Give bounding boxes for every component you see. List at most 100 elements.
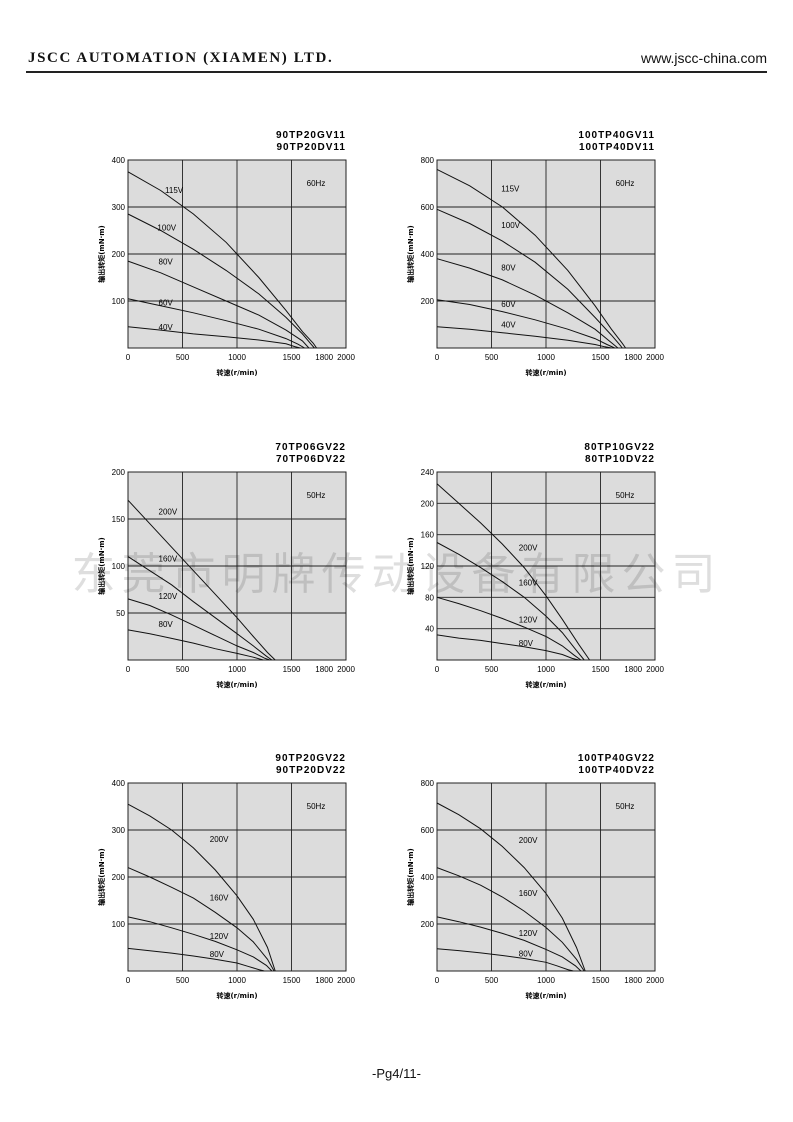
series-line-3: [127, 629, 264, 661]
y-tick-label: 50: [116, 609, 125, 618]
series-label-1: 100V: [501, 221, 520, 230]
model-title-0: 90TP20GV11: [276, 130, 346, 141]
x-tick-label: 2000: [646, 976, 664, 985]
series-label-1: 160V: [519, 579, 538, 588]
series-line-3: [436, 948, 574, 972]
y-axis-label: 输出转矩(mN·m): [97, 225, 106, 283]
x-tick-label: 1800: [315, 665, 333, 674]
x-tick-label: 0: [435, 976, 440, 985]
x-tick-label: 1000: [228, 976, 246, 985]
series-line-1: [127, 213, 315, 349]
x-tick-label: 0: [126, 353, 131, 362]
series-line-1: [127, 556, 273, 661]
frequency-annotation: 50Hz: [616, 491, 635, 500]
website-url[interactable]: www.jscc-china.com: [640, 50, 767, 66]
company-name: JSCC AUTOMATION (XIAMEN) LTD.: [28, 50, 334, 66]
series-line-0: [436, 168, 627, 349]
header-divider: [26, 71, 767, 73]
model-title-1: 70TP06DV22: [276, 454, 346, 465]
series-line-4: [127, 326, 301, 349]
x-tick-label: 1000: [537, 976, 555, 985]
series-line-0: [436, 802, 586, 972]
series-label-4: 40V: [159, 323, 174, 332]
model-title-1: 90TP20DV11: [277, 142, 347, 153]
x-axis-label: 转速(r/min): [216, 680, 257, 689]
series-label-3: 80V: [519, 949, 534, 958]
x-tick-label: 0: [126, 665, 131, 674]
chart-80tp10-22: 0 500 1000 1500 1800 2000 40 80 120 160 200 240 200V…: [369, 430, 679, 690]
x-tick-label: 2000: [646, 665, 664, 674]
x-tick-label: 1500: [592, 353, 610, 362]
y-tick-label: 100: [112, 297, 126, 306]
series-line-4: [436, 326, 612, 349]
x-axis-label: 转速(r/min): [525, 368, 566, 377]
series-label-3: 60V: [159, 299, 174, 308]
series-line-2: [127, 260, 310, 349]
frequency-annotation: 60Hz: [616, 179, 635, 188]
watermark: 东莞市明牌传动设备有限公司: [71, 549, 722, 600]
model-title-1: 90TP20DV22: [276, 765, 346, 776]
x-tick-label: 1800: [315, 353, 333, 362]
series-line-3: [127, 947, 265, 972]
y-tick-label: 300: [112, 203, 126, 212]
x-tick-label: 1800: [624, 665, 642, 674]
x-tick-label: 1500: [283, 665, 301, 674]
series-label-1: 100V: [157, 224, 176, 233]
series-label-0: 115V: [501, 185, 520, 194]
series-label-0: 115V: [165, 186, 184, 195]
frequency-annotation: 50Hz: [307, 491, 326, 500]
y-tick-label: 300: [112, 826, 126, 835]
series-line-0: [127, 171, 318, 349]
series-line-2: [127, 916, 273, 972]
series-label-2: 80V: [159, 257, 174, 266]
x-tick-label: 1800: [624, 976, 642, 985]
y-tick-label: 600: [421, 826, 435, 835]
x-tick-label: 2000: [646, 353, 664, 362]
series-label-2: 80V: [501, 263, 516, 272]
x-tick-label: 0: [126, 976, 131, 985]
chart-100tp40-11: 0 500 1000 1500 1800 2000 200 400 600 800 115V 100V…: [369, 118, 679, 378]
y-tick-label: 800: [421, 156, 435, 165]
x-tick-label: 0: [435, 665, 440, 674]
y-axis-label: 输出转矩(mN·m): [406, 225, 415, 283]
y-tick-label: 200: [112, 250, 126, 259]
y-tick-label: 200: [112, 468, 126, 477]
x-tick-label: 1800: [624, 353, 642, 362]
chart-100tp40-22: 0 500 1000 1500 1800 2000 200 400 600 800 200V 160V…: [369, 741, 679, 1001]
series-label-1: 160V: [210, 894, 229, 903]
y-tick-label: 80: [425, 593, 434, 602]
y-tick-label: 200: [112, 873, 126, 882]
model-title-0: 100TP40GV22: [578, 753, 655, 764]
model-title-1: 80TP10DV22: [585, 454, 655, 465]
x-tick-label: 500: [176, 353, 190, 362]
model-title-0: 80TP10GV22: [584, 442, 655, 453]
frequency-annotation: 50Hz: [616, 802, 635, 811]
x-tick-label: 1500: [283, 976, 301, 985]
series-label-2: 120V: [159, 592, 178, 601]
series-label-0: 200V: [519, 836, 538, 845]
page-number: -Pg4/11-: [372, 1066, 421, 1081]
y-tick-label: 100: [112, 920, 126, 929]
series-line-1: [436, 208, 623, 349]
series-label-4: 40V: [501, 320, 516, 329]
x-axis-label: 转速(r/min): [216, 368, 257, 377]
x-tick-label: 1000: [228, 353, 246, 362]
x-tick-label: 1500: [592, 976, 610, 985]
series-label-3: 60V: [501, 300, 516, 309]
y-axis-label: 输出转矩(mN·m): [406, 537, 415, 595]
series-line-2: [127, 598, 270, 661]
series-line-1: [436, 867, 585, 972]
x-tick-label: 1000: [537, 665, 555, 674]
frequency-annotation: 50Hz: [307, 802, 326, 811]
y-tick-label: 400: [421, 873, 435, 882]
y-axis-label: 输出转矩(mN·m): [97, 848, 106, 906]
series-line-1: [436, 542, 585, 661]
x-tick-label: 500: [485, 353, 499, 362]
y-axis-label: 输出转矩(mN·m): [406, 848, 415, 906]
series-label-2: 120V: [519, 929, 538, 938]
series-label-1: 160V: [519, 889, 538, 898]
x-tick-label: 2000: [337, 976, 355, 985]
series-line-0: [127, 499, 276, 661]
x-tick-label: 1500: [283, 353, 301, 362]
x-axis-label: 转速(r/min): [216, 991, 257, 1000]
